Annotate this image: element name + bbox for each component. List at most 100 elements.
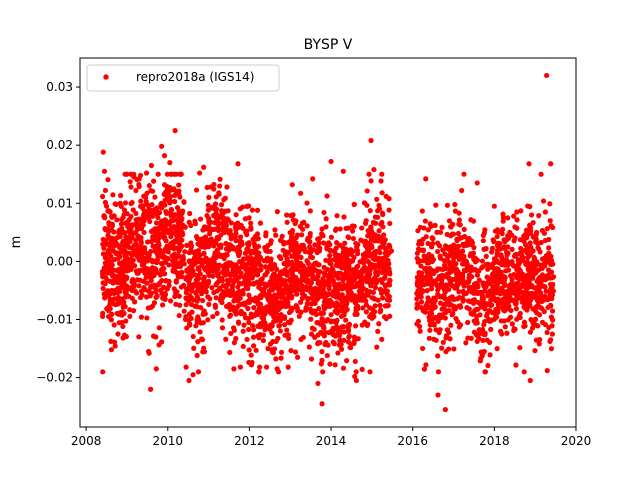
data-point [337, 270, 344, 276]
data-point [200, 320, 206, 326]
data-point [349, 228, 356, 234]
data-point [256, 250, 262, 256]
data-point [318, 361, 324, 367]
data-point [437, 229, 444, 235]
data-point [252, 265, 258, 271]
data-point [246, 319, 252, 326]
data-point [315, 236, 321, 242]
data-point [547, 292, 553, 298]
data-point [126, 217, 132, 223]
data-point [370, 219, 376, 226]
data-point [471, 218, 477, 224]
data-point [144, 294, 150, 300]
data-point [109, 213, 115, 219]
data-point [217, 183, 223, 189]
data-point [106, 208, 112, 214]
data-point [332, 290, 338, 296]
data-point [380, 295, 386, 301]
data-point [299, 242, 305, 248]
data-point [179, 274, 185, 280]
data-point [273, 232, 279, 238]
data-point [499, 285, 505, 291]
data-point [342, 240, 348, 246]
data-point [321, 299, 328, 305]
data-point [333, 320, 339, 326]
data-point [143, 198, 149, 205]
data-point [347, 288, 353, 295]
data-point [215, 271, 222, 277]
data-point [168, 226, 174, 232]
data-point [154, 293, 160, 299]
data-point [347, 344, 353, 350]
data-point [112, 201, 118, 207]
data-point [427, 221, 433, 227]
data-point [511, 326, 517, 332]
data-point [133, 237, 139, 243]
data-point [294, 291, 300, 297]
data-point [316, 240, 322, 246]
data-point [434, 248, 441, 255]
data-point [190, 268, 196, 274]
data-point [368, 137, 374, 144]
data-point [300, 287, 306, 293]
data-point [145, 348, 152, 355]
data-point [513, 362, 519, 368]
data-point [444, 327, 451, 333]
data-point [429, 235, 435, 241]
data-point [246, 292, 252, 298]
data-point [288, 347, 294, 354]
data-point [237, 234, 244, 240]
data-point [305, 297, 311, 303]
data-point [468, 264, 474, 270]
data-point [205, 278, 212, 284]
data-point [454, 267, 460, 273]
data-point [455, 282, 461, 288]
data-point [334, 213, 340, 219]
data-point [481, 246, 487, 252]
data-point [215, 222, 221, 228]
data-point [386, 294, 392, 300]
data-point [348, 251, 354, 257]
data-point [345, 328, 352, 334]
data-point [279, 233, 285, 239]
data-point [508, 281, 514, 287]
data-point [347, 276, 353, 282]
data-point [465, 279, 472, 285]
data-point [341, 282, 347, 288]
data-point [421, 366, 428, 372]
data-point [353, 240, 359, 247]
data-point [125, 239, 131, 245]
data-point [501, 318, 507, 324]
data-point [337, 292, 343, 298]
data-point [424, 288, 430, 294]
data-point [116, 260, 123, 266]
data-point [227, 313, 233, 319]
data-point [387, 220, 393, 227]
data-point [284, 219, 290, 225]
y-tick-label: −0.02 [36, 371, 73, 385]
data-point [431, 336, 437, 342]
data-point [416, 275, 422, 281]
data-point [273, 356, 279, 362]
data-point [381, 314, 388, 320]
data-point [439, 345, 445, 351]
data-point [524, 258, 530, 265]
data-point [236, 280, 242, 286]
data-point [343, 268, 350, 274]
data-point [414, 305, 420, 311]
data-point [162, 202, 168, 208]
data-point [106, 220, 112, 226]
data-point [353, 369, 359, 375]
data-point [363, 218, 369, 224]
data-point [353, 377, 359, 384]
data-point [242, 256, 248, 262]
data-point [376, 228, 382, 234]
data-point [352, 358, 358, 365]
data-point [282, 240, 288, 246]
data-point [527, 272, 534, 278]
data-point [527, 240, 533, 246]
data-point [244, 203, 250, 210]
data-point [461, 171, 467, 177]
data-point [174, 205, 181, 211]
data-point [257, 364, 263, 370]
